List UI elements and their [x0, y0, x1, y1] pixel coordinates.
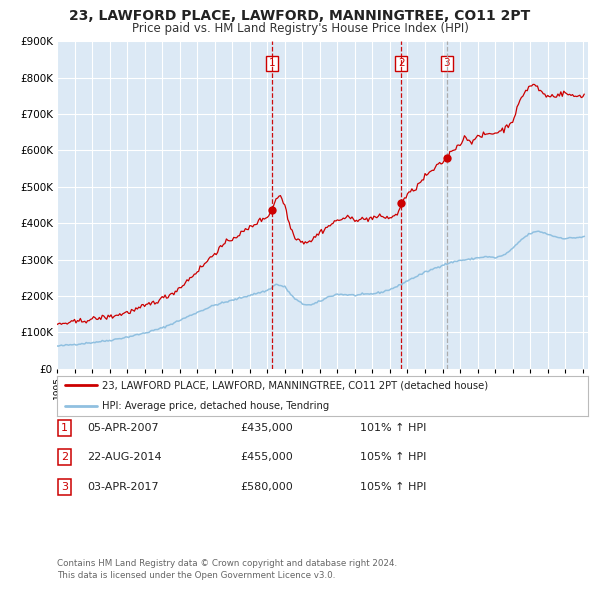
- Text: 105% ↑ HPI: 105% ↑ HPI: [360, 482, 427, 491]
- Text: 3: 3: [61, 482, 68, 491]
- Text: 23, LAWFORD PLACE, LAWFORD, MANNINGTREE, CO11 2PT (detached house): 23, LAWFORD PLACE, LAWFORD, MANNINGTREE,…: [102, 381, 488, 391]
- Text: 1: 1: [269, 58, 275, 68]
- Text: 22-AUG-2014: 22-AUG-2014: [87, 453, 161, 462]
- Text: 105% ↑ HPI: 105% ↑ HPI: [360, 453, 427, 462]
- Text: 2: 2: [398, 58, 404, 68]
- Text: 2: 2: [61, 453, 68, 462]
- Text: 03-APR-2017: 03-APR-2017: [87, 482, 158, 491]
- Text: 23, LAWFORD PLACE, LAWFORD, MANNINGTREE, CO11 2PT: 23, LAWFORD PLACE, LAWFORD, MANNINGTREE,…: [70, 9, 530, 23]
- Text: HPI: Average price, detached house, Tendring: HPI: Average price, detached house, Tend…: [102, 401, 329, 411]
- Text: £435,000: £435,000: [240, 423, 293, 432]
- Text: £580,000: £580,000: [240, 482, 293, 491]
- Text: 05-APR-2007: 05-APR-2007: [87, 423, 158, 432]
- Text: Contains HM Land Registry data © Crown copyright and database right 2024.
This d: Contains HM Land Registry data © Crown c…: [57, 559, 397, 580]
- Text: 101% ↑ HPI: 101% ↑ HPI: [360, 423, 427, 432]
- Text: 1: 1: [61, 423, 68, 432]
- Text: £455,000: £455,000: [240, 453, 293, 462]
- Text: 3: 3: [443, 58, 450, 68]
- Text: Price paid vs. HM Land Registry's House Price Index (HPI): Price paid vs. HM Land Registry's House …: [131, 22, 469, 35]
